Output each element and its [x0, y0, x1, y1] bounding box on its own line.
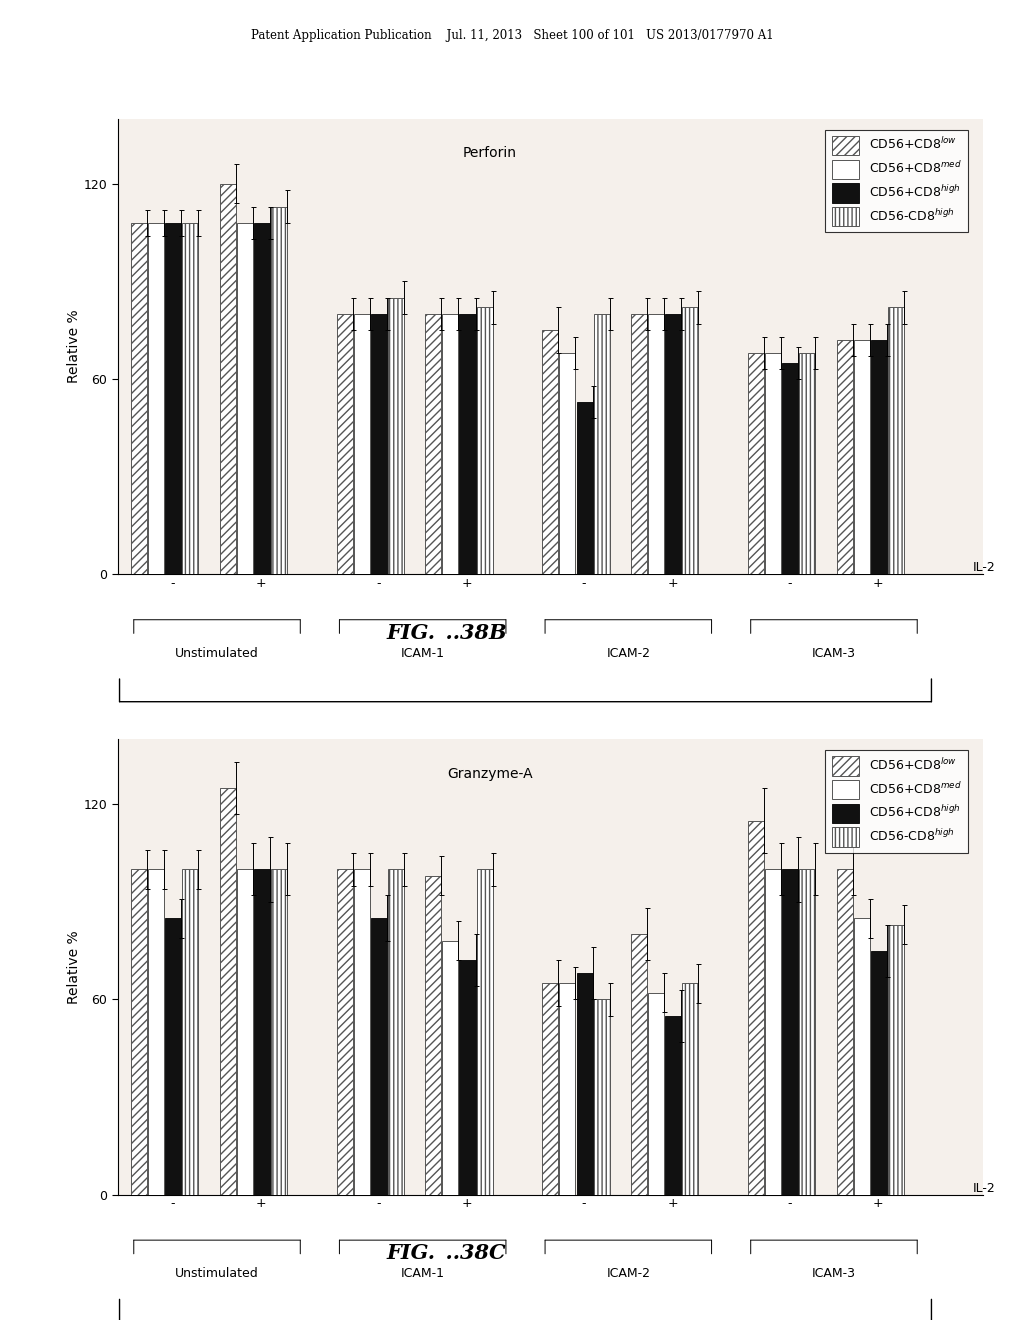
Bar [666, 314, 681, 574]
Text: ICAM-2: ICAM-2 [606, 647, 650, 660]
Bar [782, 870, 798, 1195]
Bar [425, 876, 441, 1195]
Text: Perforin: Perforin [463, 147, 517, 160]
Legend: CD56+CD8$^{low}$, CD56+CD8$^{med}$, CD56+CD8$^{high}$, CD56-CD8$^{high}$: CD56+CD8$^{low}$, CD56+CD8$^{med}$, CD56… [825, 129, 968, 232]
Bar [888, 924, 904, 1195]
Legend: CD56+CD8$^{low}$, CD56+CD8$^{med}$, CD56+CD8$^{high}$, CD56-CD8$^{high}$: CD56+CD8$^{low}$, CD56+CD8$^{med}$, CD56… [825, 750, 968, 853]
Text: ICAM-3: ICAM-3 [812, 1267, 856, 1280]
Bar [765, 870, 781, 1195]
Bar [271, 870, 287, 1195]
Bar [648, 993, 665, 1195]
Bar [254, 223, 270, 574]
Bar [442, 314, 459, 574]
Bar [543, 330, 558, 574]
Bar [577, 401, 593, 574]
Text: FIG. ..38C: FIG. ..38C [387, 1243, 507, 1263]
Bar [837, 341, 853, 574]
Text: FIG. ..38B: FIG. ..38B [386, 623, 507, 643]
Bar [870, 950, 887, 1195]
Bar [682, 308, 698, 574]
Bar [800, 352, 815, 574]
Bar [854, 341, 869, 574]
Text: Unstimulated: Unstimulated [175, 1267, 259, 1280]
Bar [460, 314, 475, 574]
Bar [782, 363, 798, 574]
Text: IL-2: IL-2 [973, 1181, 995, 1195]
Bar [388, 870, 404, 1195]
Text: ICAM-1: ICAM-1 [400, 647, 444, 660]
Bar [220, 183, 236, 574]
Text: Granzyme-A: Granzyme-A [447, 767, 532, 780]
Text: ICAM-1: ICAM-1 [400, 1267, 444, 1280]
Bar [631, 935, 647, 1195]
Bar [559, 352, 575, 574]
Bar [131, 223, 147, 574]
Bar [371, 919, 387, 1195]
Bar [682, 983, 698, 1195]
Bar [237, 870, 253, 1195]
Bar [254, 870, 270, 1195]
Bar [165, 223, 181, 574]
Bar [460, 961, 475, 1195]
Bar [594, 314, 609, 574]
Text: ICAM-3: ICAM-3 [812, 647, 856, 660]
Bar [371, 314, 387, 574]
Bar [837, 870, 853, 1195]
Bar [594, 999, 609, 1195]
Bar [476, 870, 493, 1195]
Bar [131, 870, 147, 1195]
Bar [666, 1015, 681, 1195]
Bar [442, 941, 459, 1195]
Bar [182, 870, 199, 1195]
Bar [631, 314, 647, 574]
Bar [800, 870, 815, 1195]
Bar [237, 223, 253, 574]
Bar [165, 919, 181, 1195]
Bar [870, 341, 887, 574]
Bar [559, 983, 575, 1195]
Bar [354, 870, 370, 1195]
Bar [271, 207, 287, 574]
Bar [543, 983, 558, 1195]
Bar [220, 788, 236, 1195]
Bar [354, 314, 370, 574]
Text: Unstimulated: Unstimulated [175, 647, 259, 660]
Bar [749, 352, 764, 574]
Bar [337, 314, 352, 574]
Bar [148, 870, 164, 1195]
Y-axis label: Relative %: Relative % [67, 310, 81, 383]
Bar [577, 973, 593, 1195]
Bar [854, 919, 869, 1195]
Bar [888, 308, 904, 574]
Bar [182, 223, 199, 574]
Text: IL-2: IL-2 [973, 561, 995, 574]
Bar [648, 314, 665, 574]
Text: Patent Application Publication    Jul. 11, 2013   Sheet 100 of 101   US 2013/017: Patent Application Publication Jul. 11, … [251, 29, 773, 42]
Text: ICAM-2: ICAM-2 [606, 1267, 650, 1280]
Bar [476, 308, 493, 574]
Bar [148, 223, 164, 574]
Bar [425, 314, 441, 574]
Bar [765, 352, 781, 574]
Bar [388, 298, 404, 574]
Y-axis label: Relative %: Relative % [67, 931, 81, 1003]
Bar [749, 821, 764, 1195]
Bar [337, 870, 352, 1195]
